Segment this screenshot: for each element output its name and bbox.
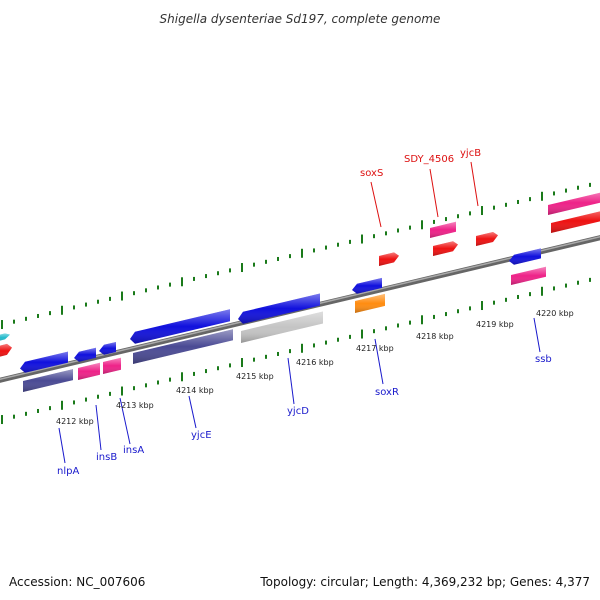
- leader-line-yjcE: [188, 395, 197, 429]
- kbp-label-4212: 4212 kbp: [56, 417, 94, 426]
- kbp-label-4213: 4213 kbp: [116, 401, 154, 410]
- feature-soxS-shading: [379, 252, 399, 266]
- topology-text: Topology: circular; Length: 4,369,232 bp…: [259, 575, 590, 589]
- feature-ssb-pink-shading: [511, 266, 546, 285]
- gene-label-yjcE: yjcE: [191, 430, 212, 441]
- kbp-label-4215: 4215 kbp: [236, 372, 274, 381]
- leader-line-insA: [119, 397, 131, 445]
- gene-features: [0, 192, 600, 392]
- gene-label-insB: insB: [96, 452, 117, 463]
- feature-SDY_4506-pink-shading: [430, 221, 456, 238]
- leader-line-SDY_4506: [429, 168, 439, 218]
- leader-line-soxS: [370, 181, 382, 228]
- gene-label-nlpA: nlpA: [57, 466, 79, 477]
- kbp-labels: 4212 kbp 4213 kbp 4214 kbp 4215 kbp 4216…: [56, 309, 574, 426]
- feature-yjcE-shadow-shading: [133, 329, 233, 364]
- kbp-label-4216: 4216 kbp: [296, 358, 334, 367]
- leader-line-soxR: [374, 338, 384, 385]
- accession-text: Accession: NC_007606: [9, 575, 145, 589]
- gene-label-SDY_4506: SDY_4506: [404, 154, 454, 165]
- kbp-label-4217: 4217 kbp: [356, 344, 394, 353]
- feature-nlpA-shadow-shading: [23, 369, 73, 392]
- feature-yjcD-shading: [238, 293, 320, 324]
- kbp-label-4220: 4220 kbp: [536, 309, 574, 318]
- tick-ring-lower: [1, 277, 591, 425]
- gene-label-insA: insA: [123, 445, 144, 456]
- label-leaders: [58, 161, 541, 464]
- gene-label-soxR: soxR: [375, 387, 399, 398]
- kbp-label-4218: 4218 kbp: [416, 332, 454, 341]
- leader-line-nlpA: [58, 427, 66, 464]
- gene-label-soxS: soxS: [360, 168, 383, 179]
- gene-label-ssb: ssb: [535, 354, 552, 365]
- gene-label-yjcD: yjcD: [287, 406, 309, 417]
- feature-nlpA-shading: [20, 351, 68, 373]
- feature-insB-pink-shading: [78, 362, 100, 380]
- kbp-label-4214: 4214 kbp: [176, 386, 214, 395]
- feature-soxR-shading: [352, 277, 382, 294]
- feature-soxR-orange-shading: [355, 293, 385, 313]
- feature-SDY_4506-shading: [433, 241, 458, 256]
- leader-line-yjcD: [287, 357, 295, 405]
- map-title: Shigella dysenteriae Sd197, complete gen…: [160, 12, 441, 26]
- feature-yjcE-shading: [130, 309, 230, 344]
- feature-right-red-shading: [551, 211, 600, 233]
- feature-insA-shading: [99, 342, 116, 355]
- tick-ring-upper: [1, 182, 591, 330]
- gene-labels: nlpA insB insA yjcE yjcD soxR ssb soxS S…: [57, 148, 552, 477]
- feature-red-left-shading: [0, 343, 12, 357]
- feature-yjcB-shading: [476, 232, 498, 246]
- feature-cyan-shading: [0, 333, 10, 341]
- feature-yjcD-gray-shading: [241, 311, 323, 343]
- feature-ssb-shading: [509, 248, 541, 265]
- feature-insA-pink-shading: [103, 357, 121, 374]
- leader-line-ssb: [533, 317, 541, 353]
- feature-right-pink-shading: [548, 192, 600, 215]
- feature-insB-shading: [74, 347, 96, 362]
- leader-line-insB: [95, 404, 102, 451]
- kbp-label-4219: 4219 kbp: [476, 320, 514, 329]
- leader-line-yjcB: [470, 161, 479, 207]
- gene-label-yjcB: yjcB: [460, 148, 481, 159]
